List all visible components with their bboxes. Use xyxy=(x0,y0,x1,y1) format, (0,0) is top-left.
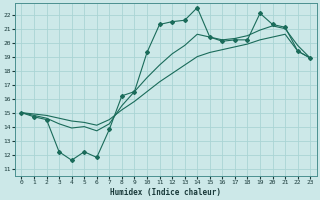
X-axis label: Humidex (Indice chaleur): Humidex (Indice chaleur) xyxy=(110,188,221,197)
